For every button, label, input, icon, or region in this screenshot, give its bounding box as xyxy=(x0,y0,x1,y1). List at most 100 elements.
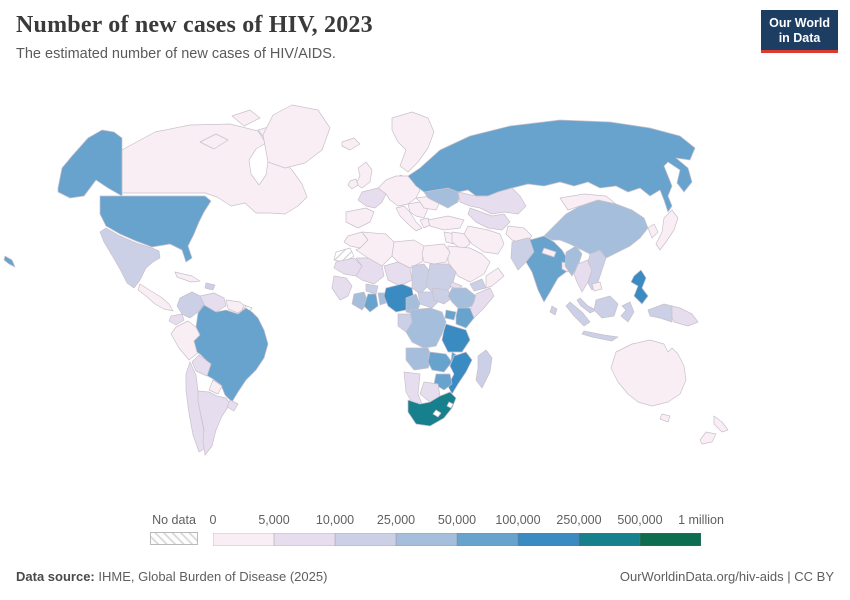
country-ecuador[interactable] xyxy=(168,313,185,326)
country-ghana[interactable] xyxy=(363,293,379,313)
country-burkina[interactable] xyxy=(365,283,379,295)
country-italy[interactable] xyxy=(395,205,423,232)
country-bolivia[interactable] xyxy=(191,354,212,377)
country-japan[interactable] xyxy=(655,209,679,251)
country-australia[interactable] xyxy=(610,339,687,407)
legend-swatch-6[interactable] xyxy=(579,533,640,546)
legend-swatch-0[interactable] xyxy=(213,533,274,546)
country-egypt[interactable] xyxy=(421,243,451,265)
country-sumatra[interactable] xyxy=(565,301,591,327)
country-philippines[interactable] xyxy=(630,269,649,305)
country-west-africa[interactable] xyxy=(331,275,353,301)
country-angola[interactable] xyxy=(405,347,433,371)
country-borneo[interactable] xyxy=(593,295,619,319)
country-iraq[interactable] xyxy=(451,231,471,251)
country-sulawesi[interactable] xyxy=(620,301,635,323)
owid-logo-line1: Our World xyxy=(769,16,830,30)
legend-no-data[interactable]: No data xyxy=(150,513,198,545)
legend-tick: 100,000 xyxy=(495,513,541,527)
country-eswatini[interactable] xyxy=(446,401,454,409)
country-hawaii[interactable] xyxy=(3,255,16,268)
country-india[interactable] xyxy=(525,235,569,303)
country-argentina[interactable] xyxy=(197,390,231,456)
country-greenland[interactable] xyxy=(262,104,331,169)
page-title: Number of new cases of HIV, 2023 xyxy=(16,12,373,38)
country-canada-arctic[interactable] xyxy=(199,133,229,150)
country-malaysia[interactable] xyxy=(576,297,597,314)
country-colombia[interactable] xyxy=(176,291,205,319)
country-alaska[interactable] xyxy=(57,129,123,199)
country-zambia[interactable] xyxy=(427,351,453,373)
country-iran[interactable] xyxy=(463,225,505,255)
legend-swatch-5[interactable] xyxy=(518,533,579,546)
legend-swatch-1[interactable] xyxy=(274,533,335,546)
country-kazakhstan[interactable] xyxy=(457,187,527,215)
country-new-zealand[interactable] xyxy=(699,431,717,445)
owid-logo[interactable]: Our World in Data xyxy=(761,10,838,53)
country-new-guinea-west[interactable] xyxy=(647,303,673,323)
country-lesotho[interactable] xyxy=(432,409,442,418)
country-uganda[interactable] xyxy=(444,309,457,321)
data-source-label: Data source: xyxy=(16,569,95,584)
country-drc[interactable] xyxy=(405,307,447,349)
map-legend: No data 0 5,000 10,000 25,000 50,000 100… xyxy=(150,513,724,549)
country-uruguay[interactable] xyxy=(226,399,239,412)
country-usa[interactable] xyxy=(99,195,212,263)
country-mongolia[interactable] xyxy=(559,193,617,211)
country-mozambique[interactable] xyxy=(447,351,473,395)
country-south-sudan[interactable] xyxy=(431,287,453,305)
legend-swatch-2[interactable] xyxy=(335,533,396,546)
country-south-africa[interactable] xyxy=(407,391,457,427)
country-tanzania[interactable] xyxy=(441,323,471,353)
country-europe-central[interactable] xyxy=(377,175,421,207)
country-hispaniola[interactable] xyxy=(204,282,216,291)
footer-link[interactable]: OurWorldinData.org/hiv-aids | CC BY xyxy=(619,569,834,584)
country-france[interactable] xyxy=(357,187,387,209)
country-sri-lanka[interactable] xyxy=(549,305,558,316)
country-new-zealand[interactable] xyxy=(713,415,729,433)
country-cambodia[interactable] xyxy=(591,281,603,292)
country-somalia[interactable] xyxy=(469,287,495,319)
country-namibia[interactable] xyxy=(403,371,423,407)
chart-header: Number of new cases of HIV, 2023 The est… xyxy=(16,12,750,62)
country-png[interactable] xyxy=(671,305,699,327)
country-central-america[interactable] xyxy=(137,283,174,312)
legend-swatch-3[interactable] xyxy=(396,533,457,546)
country-mali[interactable] xyxy=(355,257,385,285)
country-saudi-arabia[interactable] xyxy=(447,245,491,283)
legend-tick: 50,000 xyxy=(437,513,477,527)
country-tasmania[interactable] xyxy=(659,413,671,423)
country-nepal[interactable] xyxy=(541,247,557,258)
country-spain[interactable] xyxy=(345,207,375,229)
country-oman[interactable] xyxy=(485,267,505,289)
country-turkey[interactable] xyxy=(427,215,465,231)
owid-logo-line2: in Data xyxy=(778,31,821,45)
country-korea[interactable] xyxy=(647,223,659,239)
country-iceland[interactable] xyxy=(341,137,361,151)
country-brazil[interactable] xyxy=(193,304,269,403)
legend-color-bar: 0 5,000 10,000 25,000 50,000 100,000 250… xyxy=(209,513,724,546)
chart-subtitle: The estimated number of new cases of HIV… xyxy=(16,46,336,62)
legend-no-data-swatch[interactable] xyxy=(150,532,198,545)
country-java[interactable] xyxy=(581,330,619,342)
country-chile[interactable] xyxy=(185,361,209,453)
legend-tick: 10,000 xyxy=(315,513,355,527)
country-mexico[interactable] xyxy=(99,227,161,289)
country-uk[interactable] xyxy=(355,161,373,189)
country-cuba[interactable] xyxy=(174,271,201,283)
country-ireland[interactable] xyxy=(347,178,359,190)
country-kenya[interactable] xyxy=(455,307,475,329)
legend-ticks: 0 5,000 10,000 25,000 50,000 100,000 250… xyxy=(209,513,724,532)
country-madagascar[interactable] xyxy=(475,349,493,389)
data-source-text: IHME, Global Burden of Disease (2025) xyxy=(94,569,328,584)
legend-swatch-4[interactable] xyxy=(457,533,518,546)
country-central-asia[interactable] xyxy=(467,207,511,231)
legend-swatch-7[interactable] xyxy=(640,533,701,546)
country-canada-arctic[interactable] xyxy=(231,109,261,127)
legend-tick: 500,000 xyxy=(617,513,663,527)
country-paraguay[interactable] xyxy=(208,379,223,395)
legend-tick: 0 xyxy=(209,513,217,527)
country-scandinavia[interactable] xyxy=(391,111,435,173)
